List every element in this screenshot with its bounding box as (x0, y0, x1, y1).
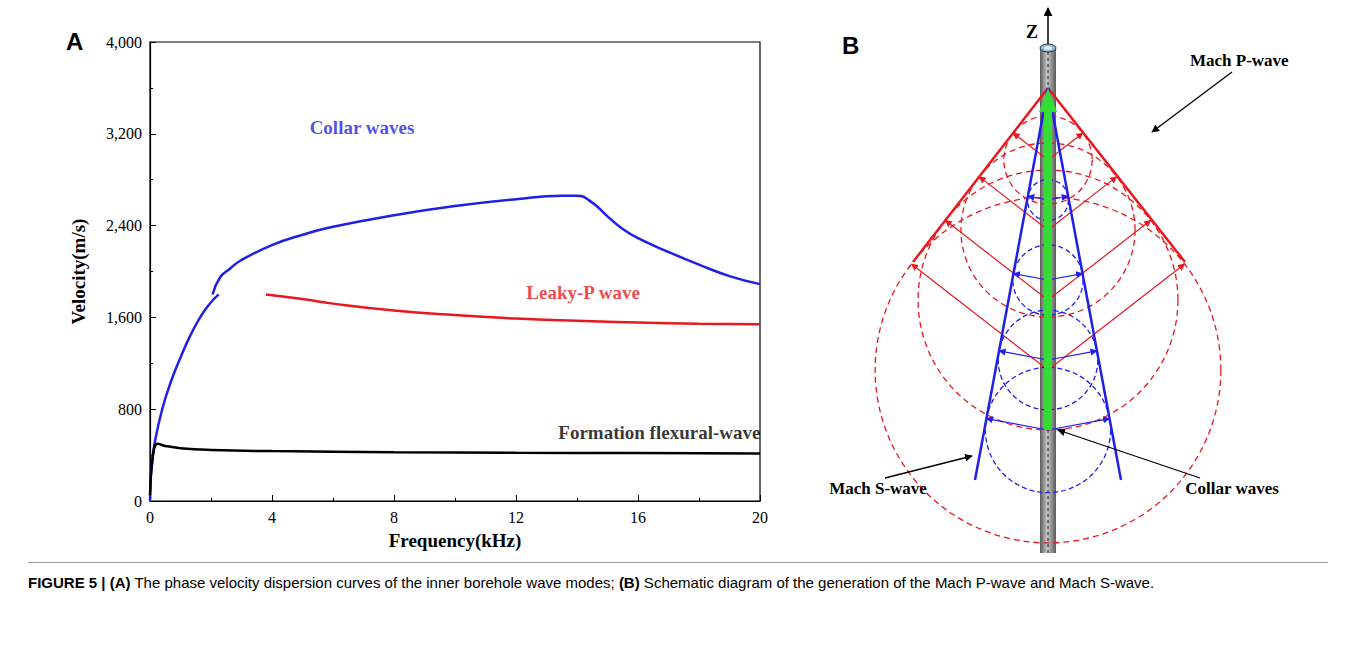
svg-text:Collar waves: Collar waves (1185, 479, 1279, 498)
svg-text:Z: Z (1026, 22, 1038, 42)
svg-text:0: 0 (134, 493, 142, 510)
svg-text:4: 4 (268, 509, 276, 526)
svg-text:Leaky-P wave: Leaky-P wave (526, 282, 639, 303)
html-text:FIGURE 5 | (A) The phase veloc: FIGURE 5 | (A) The phase velocity disper… (28, 574, 1155, 591)
svg-text:Formation flexural-wave: Formation flexural-wave (558, 422, 760, 443)
svg-text:0: 0 (146, 509, 154, 526)
svg-text:4,000: 4,000 (106, 34, 142, 51)
svg-text:800: 800 (118, 401, 142, 418)
svg-text:Collar waves: Collar waves (310, 117, 415, 138)
svg-text:2,400: 2,400 (106, 217, 142, 234)
svg-text:B: B (842, 32, 859, 59)
svg-text:12: 12 (508, 509, 524, 526)
svg-text:Mach P-wave: Mach P-wave (1190, 51, 1289, 70)
svg-text:Frequency(kHz): Frequency(kHz) (389, 530, 522, 552)
svg-text:8: 8 (390, 509, 398, 526)
svg-text:1,600: 1,600 (106, 309, 142, 326)
svg-text:16: 16 (630, 509, 646, 526)
svg-text:Mach S-wave: Mach S-wave (829, 479, 927, 498)
svg-text:Velocity(m/s): Velocity(m/s) (68, 219, 90, 325)
svg-text:3,200: 3,200 (106, 125, 142, 142)
html-text:A: A (66, 28, 84, 55)
svg-text:20: 20 (752, 509, 768, 526)
